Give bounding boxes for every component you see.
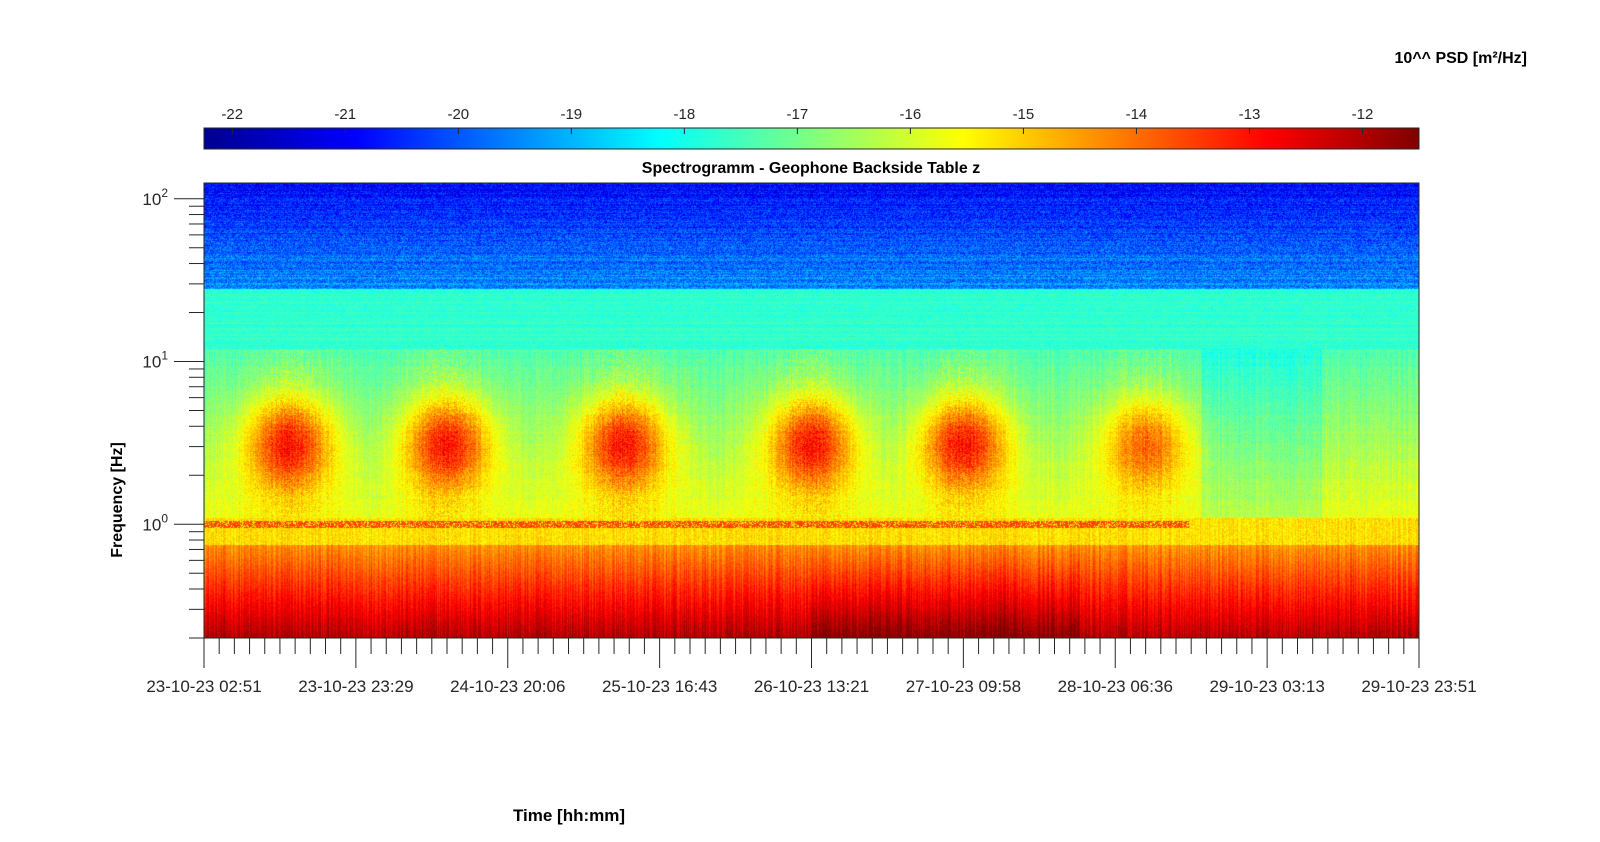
spectrogram-heatmap (204, 183, 1419, 638)
colorbar-tick-label: -19 (560, 106, 582, 123)
y-tick-label: 100 (142, 511, 168, 534)
colorbar-tick-label: -13 (1239, 106, 1261, 123)
colorbar-tick-label: -18 (674, 106, 696, 123)
colorbar-label: 10^^ PSD [m²/Hz] (1395, 50, 1527, 67)
colorbar-tick-label: -14 (1126, 106, 1148, 123)
x-tick-label: 23-10-23 02:51 (146, 677, 261, 696)
x-tick-label: 28-10-23 06:36 (1058, 677, 1173, 696)
colorbar-tick-label: -15 (1013, 106, 1035, 123)
colorbar-ticks: -22 -21 -20 -19 -18 -17 -16 -15 -14 -13 -12 (221, 106, 1373, 134)
colorbar-tick-label: -12 (1352, 106, 1374, 123)
colorbar: -22 -21 -20 -19 -18 -17 -16 -15 -14 -13 -12 (203, 106, 1420, 150)
y-axis: 100 101 102 (142, 186, 204, 639)
x-tick-label: 26-10-23 13:21 (754, 677, 869, 696)
y-tick-label: 101 (142, 349, 168, 372)
chart-title: Spectrogramm - Geophone Backside Table z (642, 160, 980, 177)
x-axis: 23-10-23 02:51 23-10-23 23:29 24-10-23 20:… (146, 638, 1477, 696)
y-axis-label: Frequency [Hz] (109, 442, 126, 558)
x-tick-label: 25-10-23 16:43 (602, 677, 717, 696)
colorbar-gradient (203, 127, 1420, 150)
colorbar-tick-label: -21 (334, 106, 356, 123)
x-tick-label: 29-10-23 23:51 (1361, 677, 1476, 696)
colorbar-tick-label: -17 (787, 106, 809, 123)
colorbar-tick-label: -20 (447, 106, 469, 123)
y-tick-label: 102 (142, 186, 168, 209)
x-tick-label: 24-10-23 20:06 (450, 677, 565, 696)
colorbar-tick-label: -16 (900, 106, 922, 123)
x-axis-label: Time [hh:mm] (513, 806, 625, 825)
x-tick-label: 29-10-23 03:13 (1209, 677, 1324, 696)
colorbar-tick-label: -22 (221, 106, 243, 123)
plot-area (204, 183, 1419, 638)
x-tick-label: 27-10-23 09:58 (906, 677, 1021, 696)
x-tick-label: 23-10-23 23:29 (298, 677, 413, 696)
